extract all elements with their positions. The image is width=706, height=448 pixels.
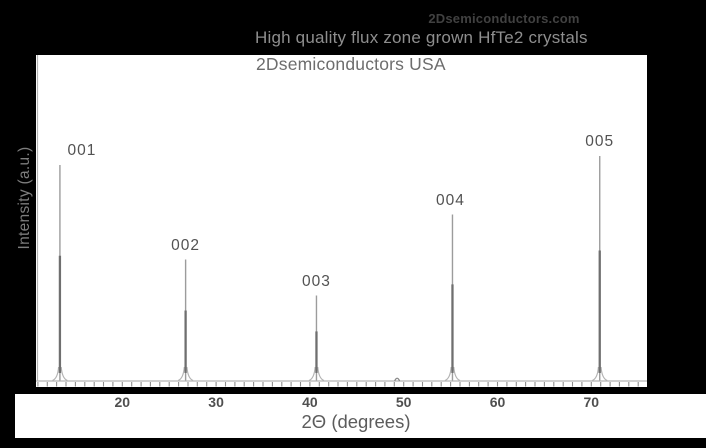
- y-axis-title: Intensity (a.u.): [16, 146, 33, 250]
- chart-subtitle: 2Dsemiconductors USA: [256, 54, 446, 74]
- x-tick-label: 60: [489, 394, 506, 410]
- x-tick-label: 70: [583, 394, 600, 410]
- x-tick-label: 50: [395, 394, 412, 410]
- x-tick-label: 20: [114, 394, 131, 410]
- peak-label: 002: [171, 236, 201, 254]
- peak-label: 004: [436, 191, 465, 209]
- chart-title: High quality flux zone grown HfTe2 cryst…: [255, 28, 588, 47]
- x-tick-label: 40: [302, 394, 318, 410]
- x-tick-label: 30: [208, 394, 224, 410]
- x-axis-label-band: 2Θ (degrees) 20 30 40 50 60 70: [15, 394, 706, 438]
- x-axis-title: 2Θ (degrees): [301, 411, 411, 432]
- peak-label: 003: [302, 272, 331, 290]
- watermark-text: 2Dsemiconductors.com: [428, 11, 580, 26]
- plot-area: 2Dsemiconductors USA 001 002 003 004 005: [36, 55, 647, 387]
- peak-label: 005: [585, 133, 615, 150]
- peak-label: 001: [67, 142, 97, 159]
- xrd-trace: [36, 55, 647, 387]
